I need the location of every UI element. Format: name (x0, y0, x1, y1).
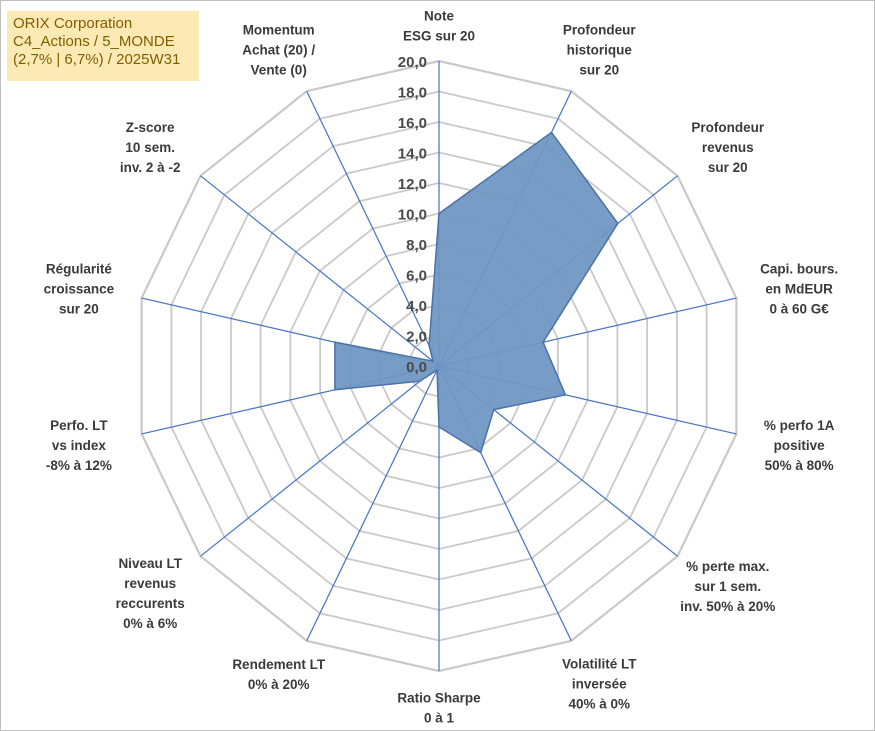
data-point (617, 222, 619, 225)
series-layer (334, 131, 619, 454)
chart-title-box: ORIX Corporation C4_Actions / 5_MONDE (2… (7, 11, 199, 81)
tick-label: 6,0 (406, 268, 427, 285)
data-point (436, 369, 438, 371)
data-point (334, 341, 336, 344)
axis-label: % perfo 1A positive 50% à 80% (764, 418, 835, 473)
axis-label: Capi. bours. en MdEUR 0 à 60 G€ (760, 261, 838, 316)
axis-spoke (200, 175, 440, 367)
tick-label: 12,0 (398, 176, 427, 193)
axis-label: Régularité croissance sur 20 (44, 261, 115, 316)
axis-spoke (306, 365, 440, 642)
axis-label: Ratio Sharpe 0 à 1 (397, 691, 481, 726)
data-point (564, 394, 567, 396)
axis-label: Volatilité LT inversée 40% à 0% (562, 657, 637, 712)
data-point (438, 212, 440, 215)
data-point (419, 380, 421, 383)
tick-label: 20,0 (398, 54, 427, 71)
axis-label: Niveau LT revenus reccurents 0% à 6% (116, 556, 185, 631)
title-line-1: ORIX Corporation (13, 15, 133, 32)
data-point (542, 341, 544, 344)
axis-label: Z-score 10 sem. inv. 2 à -2 (120, 120, 181, 175)
tick-label: 2,0 (406, 329, 427, 346)
axis-label: Note ESG sur 20 (403, 9, 475, 44)
series-area (334, 131, 619, 454)
axis-spoke (200, 365, 440, 557)
axis-label: % perte max. sur 1 sem. inv. 50% à 20% (680, 559, 775, 614)
data-point (479, 451, 482, 454)
axis-spoke (306, 90, 440, 367)
tick-labels: 0,0 2,0 4,0 6,0 8,0 10,0 12,0 14,0 16,0 18,0 20,0 (398, 54, 427, 376)
data-point (550, 131, 553, 134)
tick-label: 14,0 (398, 146, 427, 163)
tick-label: 0,0 (406, 359, 427, 376)
axis-label: Momentum Achat (20) / Vente (0) (242, 23, 315, 78)
title-line-2: C4_Actions / 5_MONDE (13, 33, 175, 50)
axis-labels: Note ESG sur 20 Profondeur historique sur 20… (44, 9, 838, 726)
data-point (493, 408, 495, 411)
tick-label: 8,0 (406, 237, 427, 254)
data-point (334, 389, 336, 391)
data-point (428, 344, 430, 347)
axis-label: Rendement LT 0% à 20% (232, 657, 326, 692)
data-point (432, 360, 434, 363)
tick-label: 4,0 (406, 298, 427, 315)
axis-label: Profondeur historique sur 20 (563, 23, 636, 78)
tick-label: 16,0 (398, 115, 427, 132)
axis-label: Profondeur revenus sur 20 (691, 120, 764, 175)
title-line-3: (2,7% | 6,7%) / 2025W31 (13, 51, 181, 68)
axis-label: Perfo. LT vs index -8% à 12% (46, 418, 112, 473)
tick-label: 10,0 (398, 207, 427, 224)
tick-label: 18,0 (398, 85, 427, 102)
data-point (438, 426, 440, 428)
